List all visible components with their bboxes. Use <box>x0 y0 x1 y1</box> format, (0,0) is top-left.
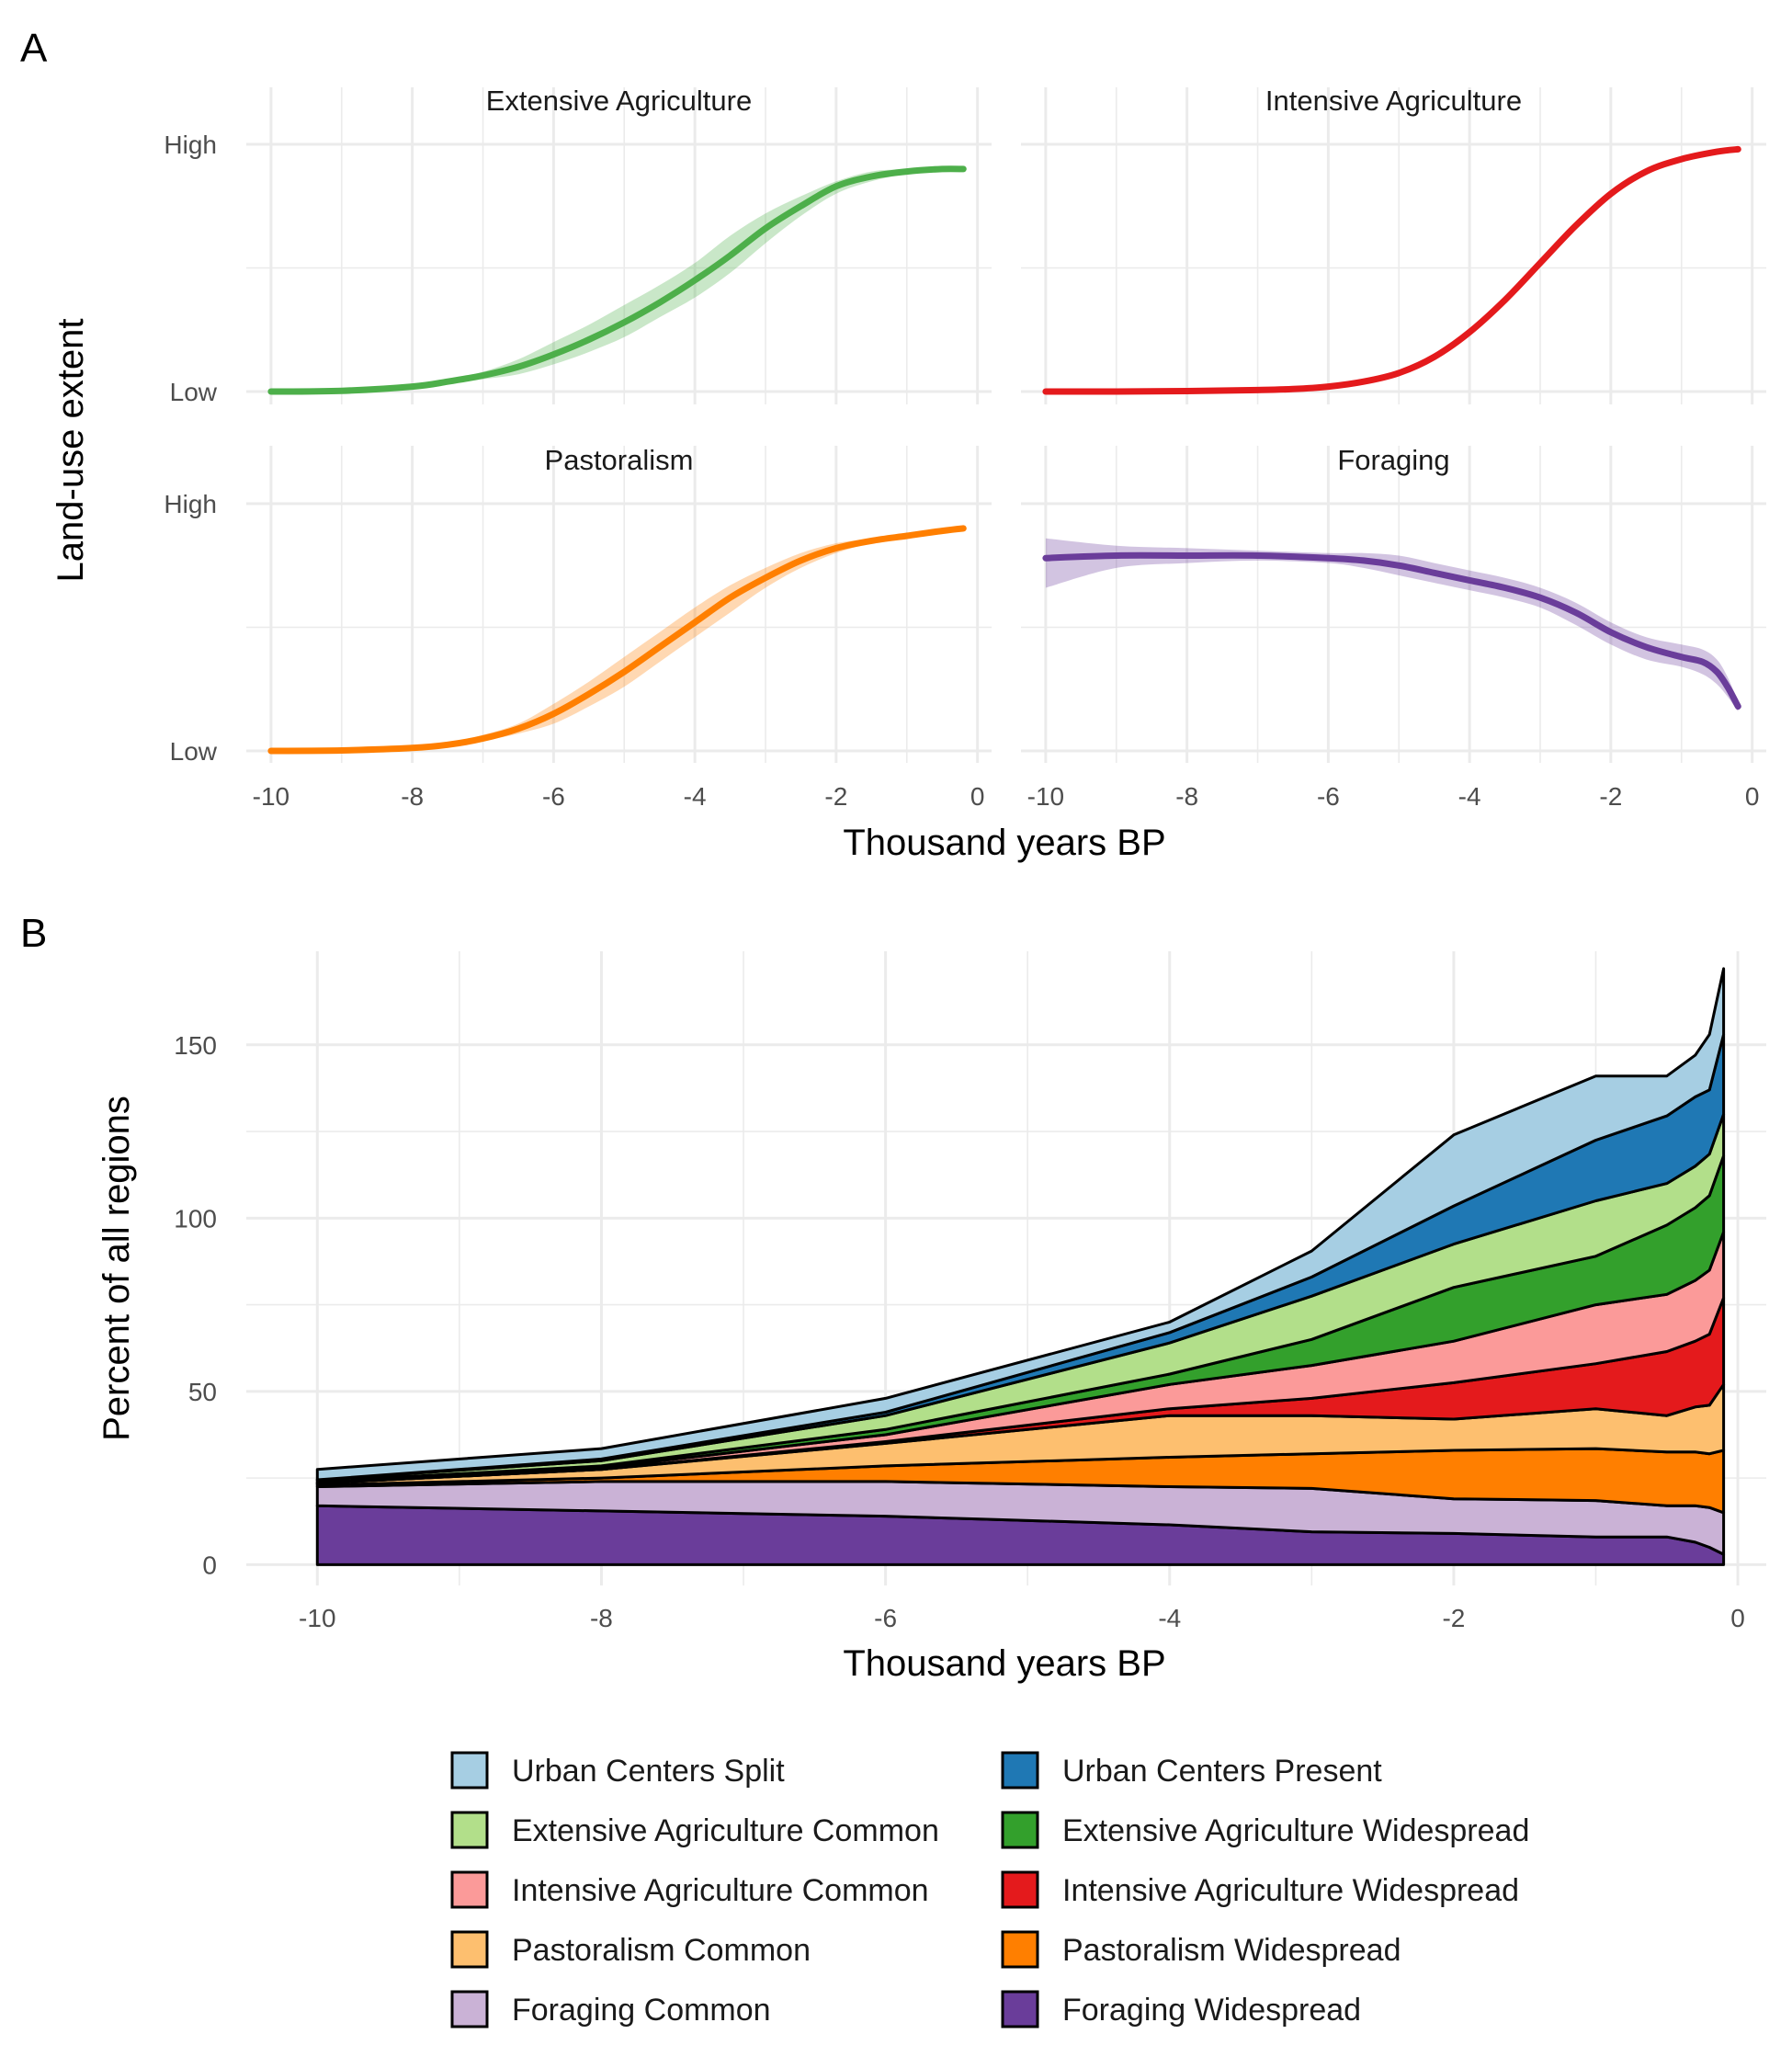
facet-pastoralism: Pastoralism Low High -10 -8 -6 -4 -2 0 <box>164 444 992 811</box>
legend-item-pastoralism-common: Pastoralism Common <box>450 1930 811 1969</box>
panel-a-x-axis-title: Thousand years BP <box>843 823 1165 863</box>
y-tick-label: 150 <box>174 1031 217 1060</box>
confidence-band <box>270 166 964 392</box>
legend-item-foraging-widespread: Foraging Widespread <box>1001 1990 1361 2028</box>
y-tick-label: High <box>164 131 217 159</box>
y-tick-label: 50 <box>188 1378 217 1406</box>
legend-label: Pastoralism Widespread <box>1062 1933 1401 1968</box>
x-tick-label: -2 <box>1599 782 1622 811</box>
x-tick-label: -10 <box>1027 782 1064 811</box>
x-tick-label: -8 <box>401 782 424 811</box>
facet-foraging: Foraging -10 -8 -6 -4 -2 0 <box>1021 444 1766 811</box>
legend-item-urban-centers-split: Urban Centers Split <box>450 1751 785 1790</box>
legend-swatch <box>1001 1751 1039 1790</box>
x-tick-label: 0 <box>970 782 985 811</box>
legend-swatch <box>450 1990 489 2028</box>
legend-item-intensive-agriculture-common: Intensive Agriculture Common <box>450 1870 929 1909</box>
x-tick-label: -10 <box>253 782 289 811</box>
legend-swatch <box>450 1870 489 1909</box>
legend-label: Intensive Agriculture Widespread <box>1062 1873 1519 1908</box>
facet-extensive-agriculture: Extensive Agriculture Low High <box>164 85 992 406</box>
panel-letter-b: B <box>20 911 47 956</box>
x-tick-label: 0 <box>1745 782 1760 811</box>
x-tick-label: -4 <box>1158 1604 1181 1632</box>
legend-item-foraging-common: Foraging Common <box>450 1990 771 2028</box>
y-tick-label: 0 <box>202 1551 217 1579</box>
x-tick-label: -6 <box>874 1604 897 1632</box>
trend-line <box>267 525 967 755</box>
legend-item-extensive-agriculture-common: Extensive Agriculture Common <box>450 1811 939 1849</box>
legend-swatch <box>450 1751 489 1790</box>
legend-label: Foraging Widespread <box>1062 1993 1361 2028</box>
facet-title: Foraging <box>1337 444 1449 476</box>
legend-label: Intensive Agriculture Common <box>512 1873 929 1908</box>
y-tick-label: 100 <box>174 1204 217 1233</box>
x-tick-label: 0 <box>1730 1604 1745 1632</box>
legend-label: Urban Centers Split <box>512 1754 785 1789</box>
x-tick-label: -8 <box>1175 782 1198 811</box>
y-tick-label: High <box>164 490 217 518</box>
y-tick-label: Low <box>170 378 218 406</box>
panel-a-facets: Extensive Agriculture Low High Intensive Ag… <box>164 85 1766 811</box>
legend-item-intensive-agriculture-widespread: Intensive Agriculture Widespread <box>1001 1870 1519 1909</box>
legend-label: Foraging Common <box>512 1993 771 2028</box>
legend-label: Extensive Agriculture Widespread <box>1062 1813 1529 1848</box>
legend-item-urban-centers-present: Urban Centers Present <box>1001 1751 1382 1790</box>
area-urban-centers-split <box>315 967 1726 1482</box>
legend-label: Pastoralism Common <box>512 1933 811 1968</box>
x-tick-label: -4 <box>684 782 707 811</box>
legend-swatch <box>450 1930 489 1969</box>
x-tick-label: -4 <box>1458 782 1481 811</box>
legend-label: Extensive Agriculture Common <box>512 1813 939 1848</box>
y-tick-label: Low <box>170 737 218 766</box>
legend: Urban Centers Split Urban Centers Present… <box>450 1751 1529 2028</box>
legend-swatch <box>1001 1811 1039 1849</box>
facet-title: Intensive Agriculture <box>1265 85 1522 117</box>
trend-line <box>1042 145 1741 395</box>
facet-intensive-agriculture: Intensive Agriculture <box>1021 85 1766 404</box>
x-tick-label: -6 <box>1317 782 1340 811</box>
legend-item-extensive-agriculture-widespread: Extensive Agriculture Widespread <box>1001 1811 1529 1849</box>
confidence-band <box>270 526 964 752</box>
trend-line <box>1042 551 1741 710</box>
panel-b-x-axis-title: Thousand years BP <box>843 1643 1165 1684</box>
x-tick-label: -2 <box>824 782 847 811</box>
facet-title: Extensive Agriculture <box>486 85 752 117</box>
confidence-band <box>1045 148 1739 392</box>
panel-a-y-axis-title: Land-use extent <box>51 319 91 583</box>
x-tick-label: -2 <box>1442 1604 1465 1632</box>
facet-title: Pastoralism <box>545 444 694 476</box>
panel-b-y-axis-title: Percent of all regions <box>96 1096 137 1441</box>
legend-swatch <box>1001 1930 1039 1969</box>
legend-label: Urban Centers Present <box>1062 1754 1382 1789</box>
panel-b-stacked-area: 0 50 100 150 -10 -8 -6 -4 -2 0 <box>174 951 1766 1632</box>
x-tick-label: -8 <box>590 1604 613 1632</box>
panel-letter-a: A <box>20 26 48 71</box>
x-tick-label: -6 <box>542 782 565 811</box>
legend-item-pastoralism-widespread: Pastoralism Widespread <box>1001 1930 1401 1969</box>
legend-swatch <box>1001 1870 1039 1909</box>
trend-line <box>267 165 967 395</box>
legend-swatch <box>450 1811 489 1849</box>
legend-swatch <box>1001 1990 1039 2028</box>
x-tick-label: -10 <box>299 1604 335 1632</box>
